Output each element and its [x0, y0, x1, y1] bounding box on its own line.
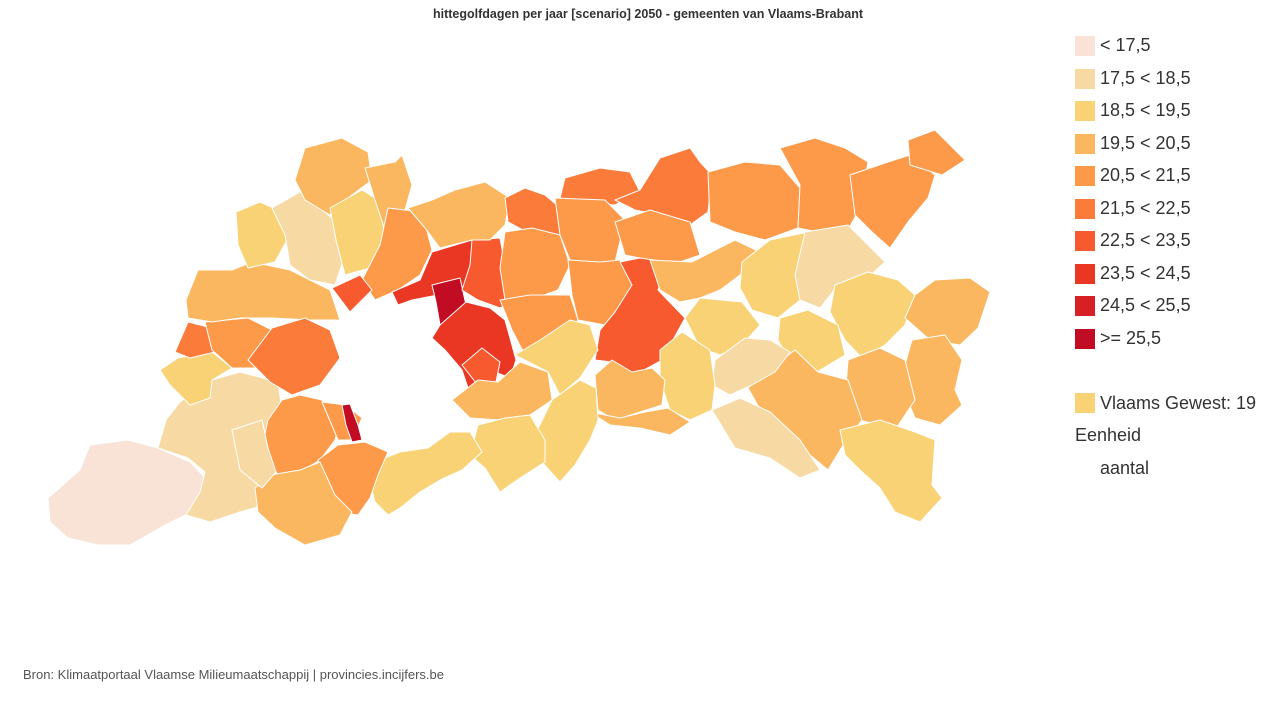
municipality-region[interactable] — [231, 419, 277, 489]
municipality-region[interactable] — [904, 277, 991, 346]
legend-label: 24,5 < 25,5 — [1100, 295, 1191, 315]
municipality-region[interactable] — [907, 129, 966, 176]
municipality-region[interactable] — [331, 274, 373, 313]
legend-swatch — [1075, 101, 1095, 121]
municipality-region[interactable] — [711, 397, 821, 479]
municipality-region[interactable] — [235, 201, 289, 269]
legend-label: < 17,5 — [1100, 35, 1151, 55]
legend-swatch — [1075, 133, 1095, 154]
municipality-region[interactable] — [254, 461, 353, 546]
municipality-region[interactable] — [707, 161, 801, 241]
legend-label: 22,5 < 23,5 — [1100, 230, 1191, 250]
municipality-region[interactable] — [839, 419, 943, 523]
municipality-region[interactable] — [247, 317, 341, 396]
legend-label: 20,5 < 21,5 — [1100, 165, 1191, 185]
source-note: Bron: Klimaatportaal Vlaamse Milieumaats… — [23, 667, 445, 682]
legend-swatch — [1075, 328, 1095, 349]
municipality-region[interactable] — [514, 319, 599, 396]
legend-label: >= 25,5 — [1100, 327, 1162, 348]
legend-label: 21,5 < 22,5 — [1100, 197, 1191, 218]
municipality-region[interactable] — [469, 414, 546, 493]
municipality-region[interactable] — [185, 261, 341, 323]
municipality-region[interactable] — [341, 403, 363, 443]
legend-swatch — [1075, 263, 1095, 284]
unit-value: aantal — [1100, 458, 1150, 478]
legend-swatch — [1075, 231, 1095, 251]
municipality-region[interactable] — [711, 337, 791, 396]
legend-swatch — [1075, 68, 1095, 89]
legend-swatch — [1075, 166, 1095, 186]
municipality-region[interactable] — [407, 181, 511, 249]
average-label: Vlaams Gewest: 19 — [1100, 393, 1257, 413]
legend-label: 17,5 < 18,5 — [1100, 67, 1191, 88]
municipality-region[interactable] — [779, 137, 869, 233]
unit-title: Eenheid — [1075, 425, 1142, 445]
map-title: hittegolfdagen per jaar [scenario] 2050 … — [433, 7, 863, 21]
municipality-region[interactable] — [157, 371, 285, 523]
average-swatch — [1075, 393, 1095, 413]
municipality-region[interactable] — [499, 227, 571, 301]
legend-label: 19,5 < 20,5 — [1100, 132, 1191, 153]
legend-label: 18,5 < 19,5 — [1100, 100, 1191, 120]
municipality-region[interactable] — [649, 239, 761, 303]
legend-swatch — [1075, 296, 1095, 316]
municipality-region[interactable] — [369, 431, 483, 516]
municipality-region[interactable] — [614, 209, 701, 263]
municipality-region[interactable] — [504, 187, 566, 236]
municipality-region[interactable] — [589, 407, 691, 436]
municipality-region[interactable] — [849, 154, 936, 249]
legend-swatch — [1075, 36, 1095, 56]
legend-label: 23,5 < 24,5 — [1100, 262, 1191, 283]
municipality-region[interactable] — [451, 361, 553, 421]
legend-swatch — [1075, 198, 1095, 219]
